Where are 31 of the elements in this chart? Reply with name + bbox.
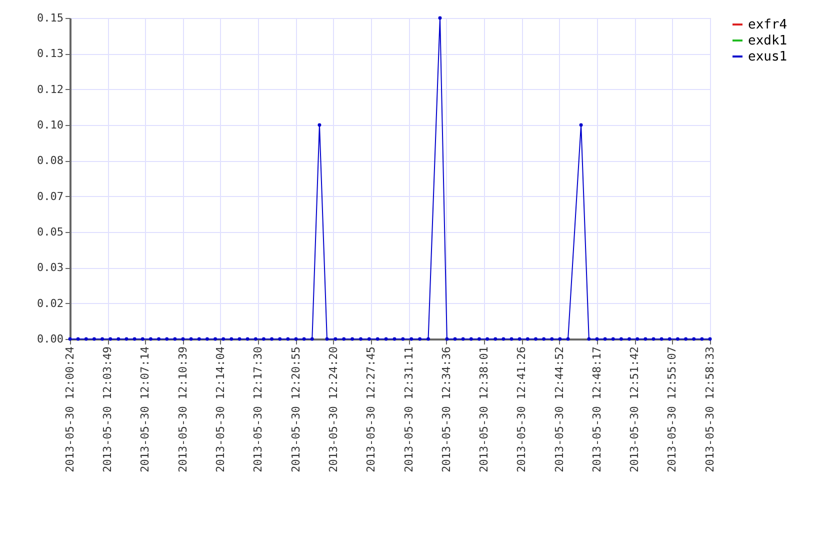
y-tick-label: 0.10 [37,118,64,132]
y-tick-label: 0.00 [37,332,64,346]
x-tick-label: 2013-05-30 12:17:30 [252,346,265,472]
y-tick-label: 0.08 [37,154,64,168]
x-tick-label: 2013-05-30 12:14:04 [214,346,227,472]
x-tick-label: 2013-05-30 12:48:17 [590,346,604,472]
y-tick-label: 0.07 [37,190,64,203]
x-tick-label: 2013-05-30 12:03:49 [101,346,114,472]
x-tick-label: 2013-05-30 12:20:55 [289,346,302,472]
x-tick-label: 2013-05-30 12:38:01 [478,346,491,472]
x-tick-label: 2013-05-30 12:34:36 [440,346,453,472]
x-tick-label: 2013-05-30 12:44:52 [552,346,566,472]
x-tick-label: 2013-05-30 12:27:45 [364,346,378,472]
legend-label: exfr4 [748,18,788,32]
legend-label: exus1 [748,50,788,64]
x-tick-label: 2013-05-30 12:10:39 [176,346,190,472]
y-tick-label: 0.05 [37,226,64,238]
y-tick-label: 0.02 [37,296,64,310]
y-tick-label: 0.15 [37,12,64,24]
x-tick-label: 2013-05-30 12:58:33 [704,346,716,472]
x-tick-label: 2013-05-30 12:00:24 [64,346,76,472]
x-tick-label: 2013-05-30 12:55:07 [666,346,679,472]
x-tick-label: 2013-05-30 12:31:11 [402,346,416,472]
x-tick-label: 2013-05-30 12:41:26 [515,346,528,472]
x-tick-label: 2013-05-30 12:51:42 [628,346,642,472]
x-tick-label: 2013-05-30 12:07:14 [138,346,152,472]
y-tick-label: 0.03 [37,261,64,274]
y-tick-label: 0.12 [37,82,64,96]
legend-label: exdk1 [748,34,788,48]
x-tick-label: 2013-05-30 12:24:20 [326,346,340,472]
y-tick-label: 0.13 [37,47,64,60]
